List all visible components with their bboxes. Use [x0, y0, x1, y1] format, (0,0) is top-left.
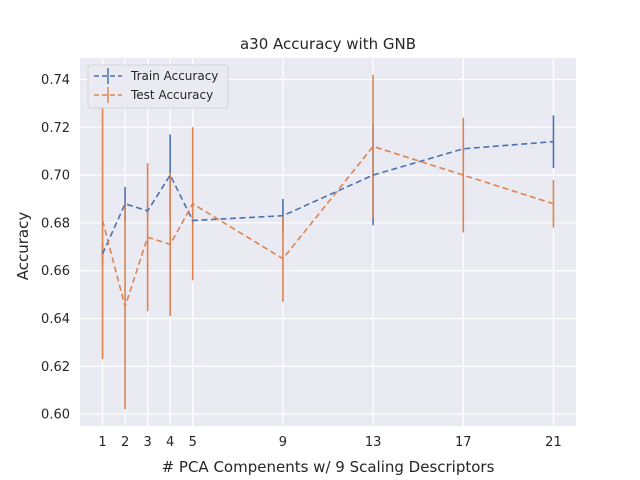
y-axis-label: Accuracy	[14, 212, 32, 281]
x-tick-label-5: 9	[279, 435, 287, 450]
x-tick-labels: 1 2 3 4 5 9 13 17 21	[98, 435, 561, 450]
test-accuracy-line	[101, 145, 554, 310]
y-tick-label-7: 0.74	[41, 73, 70, 88]
y-tick-label-0: 0.60	[41, 408, 70, 423]
y-tick-labels: 0.60 0.62 0.64 0.66 0.68 0.70 0.72 0.74	[41, 73, 70, 423]
y-tick-label-1: 0.62	[41, 360, 70, 375]
legend-entry-train: Train Accuracy	[94, 68, 218, 84]
x-tick-label-1: 2	[121, 435, 129, 450]
series-lines	[101, 140, 554, 310]
x-tick-label-4: 5	[189, 435, 197, 450]
y-tick-label-6: 0.72	[41, 121, 70, 136]
legend-test-label: Test Accuracy	[130, 88, 213, 102]
x-axis-label: # PCA Compenents w/ 9 Scaling Descriptor…	[162, 458, 495, 476]
legend: Train Accuracy Test Accuracy	[87, 64, 229, 109]
x-tick-label-8: 21	[545, 435, 562, 450]
legend-entry-test: Test Accuracy	[94, 87, 213, 103]
y-tick-label-4: 0.68	[41, 216, 70, 231]
x-tick-label-2: 3	[143, 435, 151, 450]
train-accuracy-line	[101, 140, 554, 255]
y-tick-label-3: 0.66	[41, 264, 70, 279]
x-tick-label-6: 13	[365, 435, 382, 450]
x-tick-label-3: 4	[166, 435, 174, 450]
y-tick-label-2: 0.64	[41, 312, 70, 327]
y-tick-label-5: 0.70	[41, 169, 70, 184]
legend-box	[87, 64, 229, 109]
x-tick-label-0: 1	[98, 435, 106, 450]
chart-title: a30 Accuracy with GNB	[240, 35, 416, 53]
legend-train-label: Train Accuracy	[130, 69, 218, 83]
plot-area	[80, 58, 576, 426]
x-tick-label-7: 17	[455, 435, 472, 450]
